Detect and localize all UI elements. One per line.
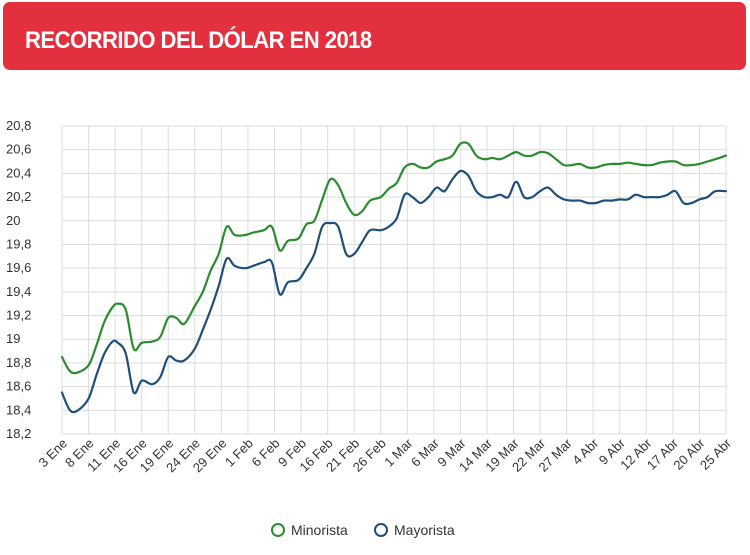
series-line-minorista — [60, 141, 728, 375]
y-tick-label: 19,2 — [6, 308, 31, 323]
y-tick-label: 20,2 — [6, 189, 31, 204]
y-tick-label: 18,2 — [6, 426, 31, 441]
x-tick-label: 4 Abr — [569, 435, 602, 468]
legend-item-minorista[interactable]: Minorista — [271, 522, 348, 538]
y-tick-label: 19,6 — [6, 260, 31, 275]
line-chart: 18,2 18,4 18,6 18,8 19 19,2 19,4 19,6 19,8 20 20,2… — [6, 118, 735, 475]
y-tick-label: 20,8 — [6, 118, 31, 133]
y-tick-label: 18,6 — [6, 379, 31, 394]
y-tick-label: 18,8 — [6, 355, 31, 370]
y-tick-label: 20 — [6, 213, 20, 228]
y-tick-label: 19 — [6, 331, 20, 346]
x-tick-label: 1 Feb — [222, 436, 256, 470]
series-line-mayorista — [60, 169, 728, 414]
mayorista-marker-icon — [374, 523, 388, 537]
chart-title: RECORRIDO DEL DÓLAR EN 2018 — [25, 27, 372, 54]
x-tick-label: 6 Feb — [248, 436, 282, 470]
x-tick-label: 25 Abr — [697, 435, 735, 473]
legend-label-minorista: Minorista — [291, 522, 348, 538]
chart-header: RECORRIDO DEL DÓLAR EN 2018 — [3, 2, 746, 70]
y-tick-label: 18,4 — [6, 402, 31, 417]
x-tick-label: 1 Mar — [381, 435, 416, 470]
legend-label-mayorista: Mayorista — [394, 522, 455, 538]
legend: Minorista Mayorista — [0, 522, 750, 546]
y-tick-label: 19,4 — [6, 284, 31, 299]
x-tick-label: 6 Mar — [408, 435, 443, 470]
minorista-marker-icon — [271, 523, 285, 537]
y-tick-label: 20,6 — [6, 142, 31, 157]
legend-item-mayorista[interactable]: Mayorista — [374, 522, 455, 538]
y-tick-label: 20,4 — [6, 165, 31, 180]
x-tick-label: 3 Ene — [35, 436, 70, 471]
y-tick-label: 19,8 — [6, 236, 31, 251]
